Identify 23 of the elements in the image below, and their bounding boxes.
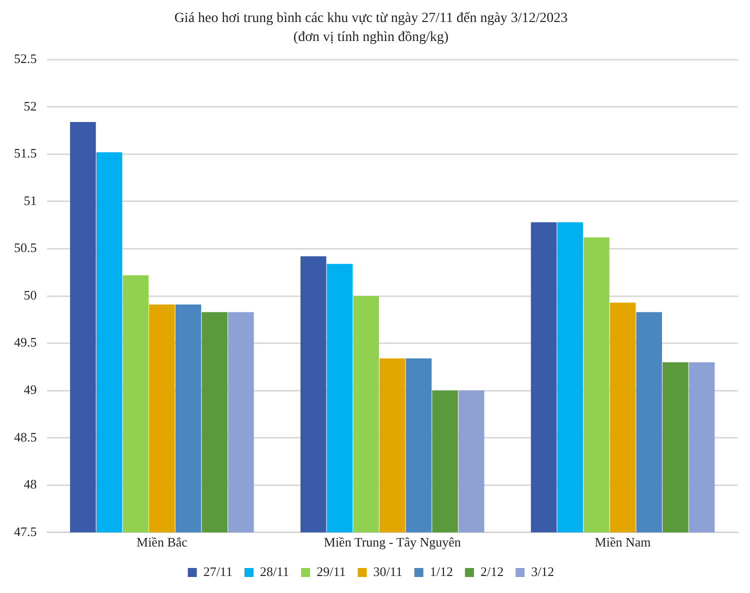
legend-label: 3/12	[531, 564, 554, 579]
legend-label: 30/11	[373, 564, 402, 579]
y-tick-label: 51	[24, 192, 37, 208]
y-tick-label: 49	[24, 382, 37, 397]
chart-subtitle: (đơn vị tính nghìn đồng/kg)	[293, 30, 449, 45]
x-tick-label: Miền Trung - Tây Nguyên	[324, 534, 462, 550]
y-tick-label: 50.5	[14, 240, 37, 256]
x-tick-label: Miền Bắc	[136, 534, 188, 550]
legend-label: 1/12	[430, 564, 453, 579]
y-tick-label: 47.5	[14, 524, 37, 539]
x-tick-label: Miền Nam	[594, 534, 651, 550]
chart-title: Giá heo hơi trung bình các khu vực từ ngày 27/11 đến ngày 3/12/2023	[174, 11, 568, 26]
y-tick-label: 52	[24, 98, 37, 114]
y-tick-label: 48.5	[14, 429, 37, 444]
y-tick-label: 49.5	[14, 334, 37, 350]
legend-label: 2/12	[480, 564, 504, 579]
y-tick-label: 52.5	[14, 51, 37, 66]
legend-label: 28/11	[260, 564, 290, 579]
y-tick-label: 48	[24, 476, 37, 492]
y-tick-label: 50	[24, 287, 37, 302]
y-tick-label: 51.5	[14, 146, 37, 161]
legend-label: 27/11	[203, 564, 232, 579]
legend-label: 29/11	[316, 564, 346, 579]
